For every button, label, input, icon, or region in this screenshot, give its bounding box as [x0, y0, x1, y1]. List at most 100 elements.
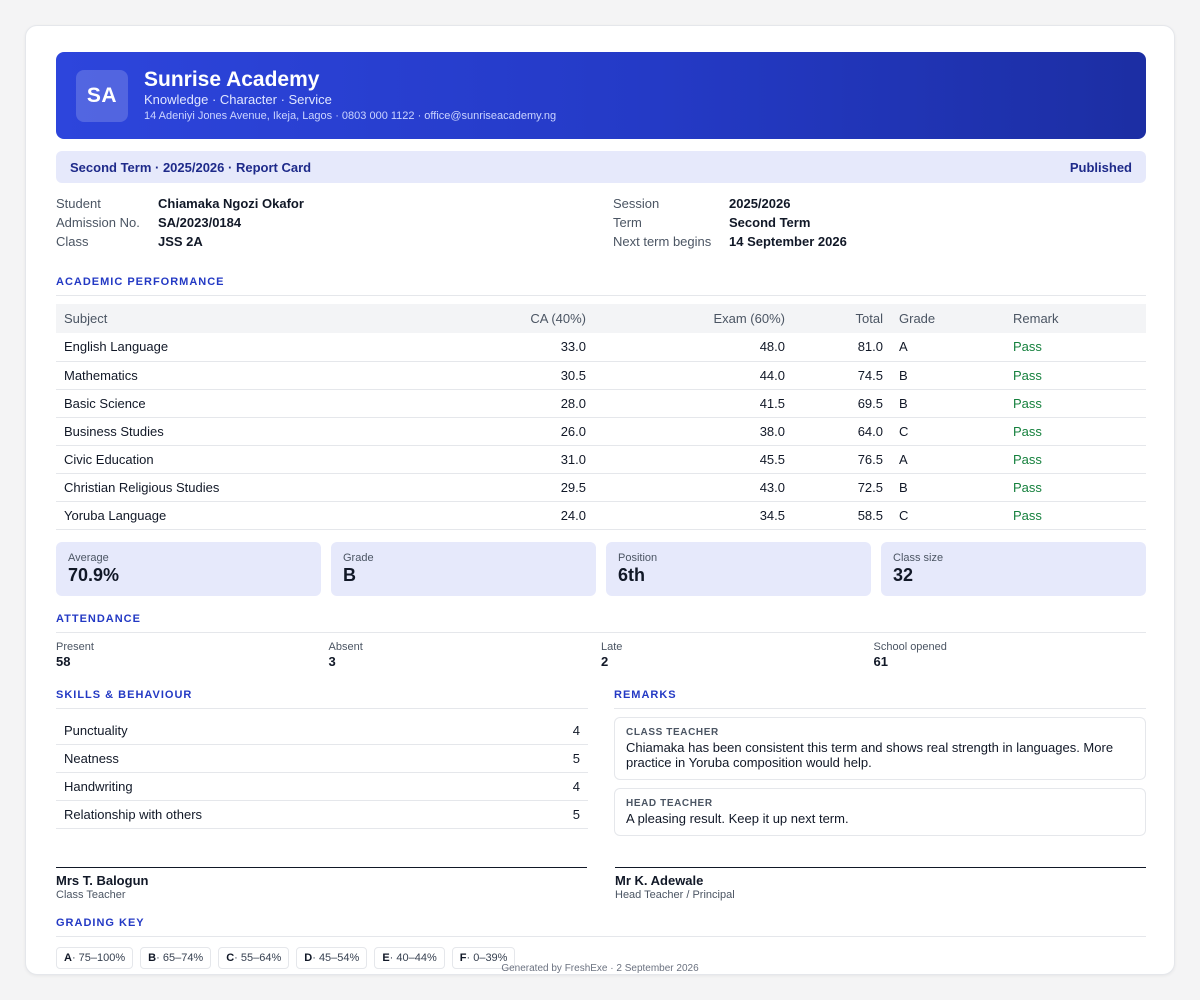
total-cell: 64.0: [793, 417, 891, 446]
exam-cell: 48.0: [594, 333, 793, 362]
attendance-list: Present 58 Absent 3 Late 2 School opened…: [56, 641, 1146, 669]
subject-cell: Business Studies: [56, 417, 416, 446]
remark-cell: Pass: [1005, 333, 1146, 362]
skill-row: Handwriting 4: [56, 772, 588, 801]
column-header-grade: Grade: [891, 304, 1005, 333]
ca-cell: 26.0: [416, 417, 594, 446]
grade-cell: A: [891, 333, 1005, 362]
attendance-section-title: ATTENDANCE: [56, 613, 1146, 633]
attendance-value: 2: [601, 653, 609, 669]
remark-cell: Pass: [1005, 445, 1146, 474]
skill-rating: 4: [518, 716, 588, 745]
subject-cell: Basic Science: [56, 389, 416, 418]
skills-remarks-row: SKILLS & BEHAVIOUR Punctuality 4 Neatnes…: [56, 689, 1146, 836]
grade-letter: B: [148, 951, 157, 964]
signature-role: Class Teacher: [56, 888, 126, 901]
skill-rating: 4: [518, 772, 588, 801]
attendance-value: 58: [56, 653, 71, 669]
student-name: Chiamaka Ngozi Okafor: [158, 196, 304, 211]
total-cell: 72.5: [793, 473, 891, 502]
remark-role: HEAD TEACHER: [626, 797, 713, 809]
grading-key-title: GRADING KEY: [56, 917, 1146, 937]
grade-range: · 45–54%: [312, 951, 360, 964]
grade-cell: B: [891, 389, 1005, 418]
signatures: Mrs T. Balogun Class Teacher Mr K. Adewa…: [56, 866, 1146, 901]
grade-range: · 0–39%: [466, 951, 508, 964]
stat-class-size: Class size 32: [881, 541, 1146, 596]
exam-cell: 44.0: [594, 361, 793, 390]
grade-cell: C: [891, 501, 1005, 530]
session-value: 2025/2026: [729, 196, 791, 211]
grade-letter: A: [64, 951, 72, 964]
attendance-label: Absent: [328, 640, 363, 653]
stat-value: B: [343, 564, 356, 585]
column-header-ca: CA (40%): [416, 304, 594, 333]
remark-cell: Pass: [1005, 501, 1146, 530]
grade-cell: B: [891, 361, 1005, 390]
grade-cell: C: [891, 417, 1005, 446]
term-bar: Second Term · 2025/2026 · Report Card Pu…: [56, 151, 1146, 183]
skill-rating: 5: [518, 744, 588, 773]
admission-label: Admission No.: [56, 215, 140, 230]
stat-value: 70.9%: [68, 564, 120, 585]
remark-text: A pleasing result. Keep it up next term.: [626, 810, 849, 826]
attendance-value: 3: [328, 653, 336, 669]
grade-range: · 65–74%: [156, 951, 204, 964]
remark-cell: Pass: [1005, 473, 1146, 502]
attendance-late: Late 2: [601, 641, 874, 669]
ca-cell: 33.0: [416, 333, 594, 362]
grade-letter: F: [459, 951, 467, 964]
ca-cell: 24.0: [416, 501, 594, 530]
class-value: JSS 2A: [158, 234, 203, 249]
attendance-present: Present 58: [56, 641, 329, 669]
stat-label: Position: [618, 551, 658, 564]
remark-cell: Pass: [1005, 417, 1146, 446]
attendance-value: 61: [873, 653, 888, 669]
grade-letter: C: [226, 951, 235, 964]
stat-position: Position 6th: [606, 541, 871, 596]
term-label: Term: [613, 215, 642, 230]
skill-row: Relationship with others 5: [56, 800, 588, 829]
school-address: 14 Adeniyi Jones Avenue, Ikeja, Lagos · …: [144, 110, 557, 122]
subject-cell: Christian Religious Studies: [56, 473, 416, 502]
grade-key-b: B · 65–74%: [140, 946, 212, 969]
skills-table: Punctuality 4 Neatness 5 Handwriting 4: [56, 716, 588, 829]
skill-row: Punctuality 4: [56, 716, 588, 745]
total-cell: 74.5: [793, 361, 891, 390]
table-row: Basic Science 28.0 41.5 69.5 B Pass: [56, 389, 1146, 418]
stat-value: 32: [893, 564, 914, 585]
subject-cell: English Language: [56, 333, 416, 362]
column-header-exam: Exam (60%): [594, 304, 793, 333]
next-term-value: 14 September 2026: [729, 234, 847, 249]
exam-cell: 45.5: [594, 445, 793, 474]
report-title: Second Term · 2025/2026 · Report Card: [70, 159, 312, 175]
table-row: English Language 33.0 48.0 81.0 A Pass: [56, 333, 1146, 362]
stat-value: 6th: [618, 564, 645, 585]
attendance-label: School opened: [873, 640, 947, 653]
grade-range: · 40–44%: [389, 951, 437, 964]
footer-note: Generated by FreshExe · 2 September 2026: [501, 963, 699, 974]
school-motto: Knowledge · Character · Service: [144, 92, 332, 107]
skills-section-title: SKILLS & BEHAVIOUR: [56, 689, 588, 709]
head-teacher-signature: Mr K. Adewale Head Teacher / Principal: [615, 866, 1146, 901]
academic-section-title: ACADEMIC PERFORMANCE: [56, 276, 1146, 296]
skill-row: Neatness 5: [56, 744, 588, 773]
skill-label: Relationship with others: [56, 800, 519, 829]
skill-label: Handwriting: [56, 772, 519, 801]
remark-role: CLASS TEACHER: [626, 726, 719, 738]
report-card: SA Sunrise Academy Knowledge · Character…: [25, 25, 1175, 975]
subject-cell: Civic Education: [56, 445, 416, 474]
grade-range: · 75–100%: [71, 951, 126, 964]
remark-cell: Pass: [1005, 361, 1146, 390]
remarks-section-title: REMARKS: [614, 689, 1146, 709]
skill-label: Punctuality: [56, 716, 519, 745]
grade-cell: B: [891, 473, 1005, 502]
column-header-subject: Subject: [56, 304, 416, 333]
table-row: Business Studies 26.0 38.0 64.0 C Pass: [56, 417, 1146, 446]
grade-cell: A: [891, 445, 1005, 474]
exam-cell: 38.0: [594, 417, 793, 446]
attendance-label: Late: [601, 640, 623, 653]
table-row: Christian Religious Studies 29.5 43.0 72…: [56, 473, 1146, 502]
total-cell: 81.0: [793, 333, 891, 362]
head-teacher-remark: HEAD TEACHER A pleasing result. Keep it …: [614, 787, 1146, 836]
